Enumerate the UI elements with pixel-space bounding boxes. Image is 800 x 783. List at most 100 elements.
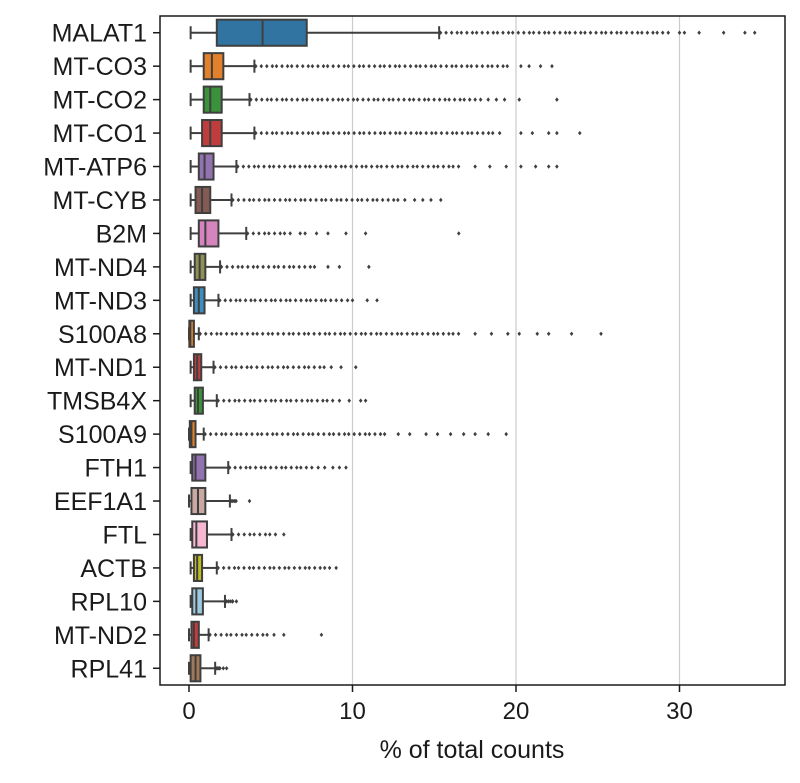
outlier-point xyxy=(424,431,428,437)
outlier-point xyxy=(279,398,283,403)
outlier-point xyxy=(297,565,302,571)
gene-label: MT-ND3 xyxy=(54,287,147,315)
outlier-point xyxy=(267,197,271,203)
gene-box-mt-nd4 xyxy=(189,252,371,281)
outlier-point xyxy=(328,164,333,169)
outlier-point xyxy=(299,465,303,470)
outlier-point xyxy=(277,565,282,571)
x-tick-label: 10 xyxy=(339,698,366,725)
outlier-point xyxy=(260,97,264,102)
outlier-point xyxy=(660,30,665,35)
gene-box-malat1 xyxy=(189,18,757,47)
outlier-point xyxy=(238,298,242,303)
gene-label: MT-CO3 xyxy=(53,53,147,81)
outlier-point xyxy=(321,398,325,403)
outlier-point xyxy=(288,298,292,303)
outlier-point xyxy=(485,30,490,35)
outlier-point xyxy=(219,632,223,638)
outlier-point xyxy=(473,164,477,169)
x-tick-label: 0 xyxy=(182,698,195,725)
outlier-point xyxy=(270,431,275,437)
gene-label: MT-CYB xyxy=(53,187,147,215)
outlier-point xyxy=(327,565,332,571)
outlier-point xyxy=(403,130,408,136)
outlier-point xyxy=(336,63,341,69)
outlier-point xyxy=(315,398,320,403)
outlier-point xyxy=(397,63,402,69)
outlier-point xyxy=(259,431,264,437)
gene-box-mt-atp6 xyxy=(189,152,559,181)
gene-box-rpl10 xyxy=(189,587,239,616)
outlier-point xyxy=(410,331,415,336)
outlier-point xyxy=(274,465,278,470)
outlier-point xyxy=(255,632,260,638)
outlier-point xyxy=(294,465,299,470)
outlier-point xyxy=(486,63,490,69)
outlier-point xyxy=(504,431,508,437)
gene-box-ftl xyxy=(189,520,286,549)
outlier-point xyxy=(348,331,353,336)
outlier-point xyxy=(221,398,226,403)
outlier-point xyxy=(219,431,224,437)
outlier-point xyxy=(291,264,296,270)
outlier-point xyxy=(302,264,307,270)
outlier-point xyxy=(278,231,283,236)
outlier-point xyxy=(316,63,320,69)
outlier-point xyxy=(218,365,223,370)
outlier-point xyxy=(414,63,418,69)
outlier-point xyxy=(224,666,229,671)
outlier-point xyxy=(260,365,265,370)
outlier-point xyxy=(447,331,451,336)
outlier-point xyxy=(236,565,241,571)
gene-label: B2M xyxy=(96,220,147,248)
outlier-point xyxy=(337,398,342,403)
outlier-point xyxy=(234,298,238,303)
outlier-point xyxy=(266,331,271,336)
outlier-point xyxy=(323,331,328,336)
outlier-point xyxy=(505,63,510,69)
outlier-point xyxy=(240,264,245,270)
outlier-point xyxy=(248,398,253,403)
outlier-point xyxy=(278,298,283,303)
outlier-point xyxy=(262,197,267,203)
outlier-point xyxy=(550,63,554,69)
outlier-point xyxy=(304,465,309,470)
outlier-point xyxy=(450,130,455,136)
outlier-point xyxy=(426,331,430,336)
outlier-point xyxy=(372,63,377,69)
outlier-point xyxy=(491,30,496,35)
outlier-point xyxy=(241,164,246,169)
outlier-point xyxy=(517,97,522,102)
outlier-point xyxy=(303,197,307,203)
outlier-point xyxy=(223,298,228,303)
outlier-point xyxy=(378,431,383,437)
outlier-point xyxy=(253,465,258,470)
outlier-point xyxy=(467,97,472,102)
outlier-point xyxy=(424,130,429,136)
outlier-point xyxy=(420,164,425,169)
outlier-point xyxy=(324,164,328,169)
outlier-point xyxy=(295,130,300,136)
outlier-point xyxy=(527,63,531,69)
x-tick-label: 20 xyxy=(503,698,530,725)
outlier-point xyxy=(259,465,263,470)
outlier-point xyxy=(488,164,492,169)
outlier-point xyxy=(265,130,269,136)
outlier-point xyxy=(373,130,377,136)
outlier-point xyxy=(407,97,412,102)
outlier-point xyxy=(331,431,336,437)
outlier-point xyxy=(295,431,300,437)
outlier-point xyxy=(352,130,356,136)
outlier-point xyxy=(306,431,311,437)
outlier-point xyxy=(331,465,335,470)
outlier-point xyxy=(411,164,415,169)
outlier-point xyxy=(243,298,248,303)
outlier-point xyxy=(475,63,479,69)
outlier-point xyxy=(252,398,257,403)
outlier-point xyxy=(337,130,341,136)
outlier-point xyxy=(421,197,425,203)
outlier-point xyxy=(307,164,312,169)
outlier-point xyxy=(443,97,447,102)
outlier-point xyxy=(449,30,454,35)
outlier-point xyxy=(272,264,277,270)
